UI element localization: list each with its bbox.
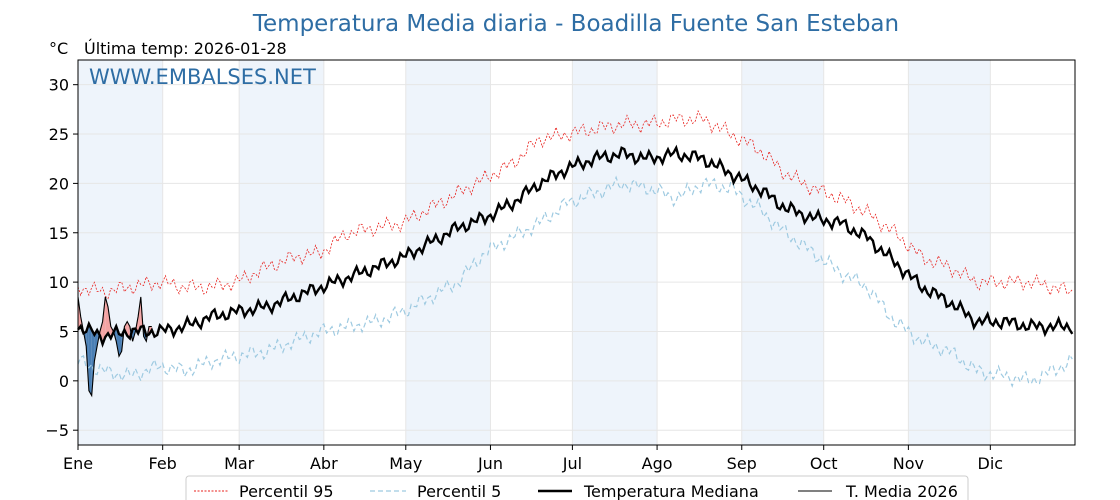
y-axis-ticks: −5 0 5 10 15 20 25 30 bbox=[45, 76, 78, 440]
y-tick-label: −5 bbox=[45, 421, 69, 440]
y-tick-label: 10 bbox=[49, 273, 69, 292]
legend-label-p95: Percentil 95 bbox=[239, 482, 334, 500]
x-tick-label: Jun bbox=[477, 454, 503, 473]
y-tick-label: 15 bbox=[49, 224, 69, 243]
month-shade bbox=[908, 60, 991, 445]
legend-label-current: T. Media 2026 bbox=[845, 482, 958, 500]
x-tick-label: Ago bbox=[642, 454, 673, 473]
plot-frame bbox=[77, 59, 1076, 446]
last-temp-label: Última temp: 2026-01-28 bbox=[84, 39, 287, 58]
legend: Percentil 95 Percentil 5 Temperatura Med… bbox=[185, 475, 969, 500]
y-tick-label: 20 bbox=[49, 174, 69, 193]
x-axis-ticks: Ene Feb Mar Abr May Jun Jul Ago Sep Oct Nov Dic bbox=[63, 445, 1003, 473]
month-shading bbox=[78, 60, 991, 445]
y-tick-label: 0 bbox=[59, 372, 69, 391]
y-tick-label: 25 bbox=[49, 125, 69, 144]
y-unit-label: °C bbox=[49, 39, 68, 58]
anomaly-segment bbox=[88, 323, 92, 396]
series-mediana bbox=[77, 144, 1074, 348]
anomaly-segment bbox=[119, 334, 122, 357]
anomaly-segment bbox=[91, 329, 95, 396]
month-shade bbox=[572, 60, 658, 445]
x-tick-label: Sep bbox=[727, 454, 757, 473]
x-tick-label: Abr bbox=[310, 454, 338, 473]
anomaly-segment bbox=[105, 296, 108, 337]
x-tick-label: May bbox=[389, 454, 422, 473]
anomaly-segment bbox=[94, 330, 98, 362]
watermark: WWW.EMBALSES.NET bbox=[89, 65, 316, 89]
anomaly-segment bbox=[102, 296, 106, 345]
month-shade bbox=[239, 60, 324, 445]
x-tick-label: Nov bbox=[893, 454, 924, 473]
anomaly-segment bbox=[138, 296, 141, 334]
x-tick-label: Ene bbox=[63, 454, 93, 473]
x-tick-label: Oct bbox=[810, 454, 838, 473]
x-tick-label: Mar bbox=[224, 454, 255, 473]
x-tick-label: Dic bbox=[978, 454, 1004, 473]
y-tick-label: 5 bbox=[59, 322, 69, 341]
series-lines bbox=[77, 109, 1074, 398]
x-tick-label: Jul bbox=[562, 454, 582, 473]
legend-label-median: Temperatura Mediana bbox=[583, 482, 759, 500]
legend-label-p5: Percentil 5 bbox=[417, 482, 501, 500]
series-t-media-2026 bbox=[77, 296, 152, 398]
month-shade bbox=[405, 60, 491, 445]
x-tick-label: Feb bbox=[149, 454, 177, 473]
series-percentil-95 bbox=[77, 109, 1073, 300]
chart-title: Temperatura Media diaria - Boadilla Fuen… bbox=[252, 11, 899, 37]
y-tick-label: 30 bbox=[49, 76, 69, 95]
month-shade bbox=[741, 60, 824, 445]
legend-box bbox=[185, 475, 969, 500]
